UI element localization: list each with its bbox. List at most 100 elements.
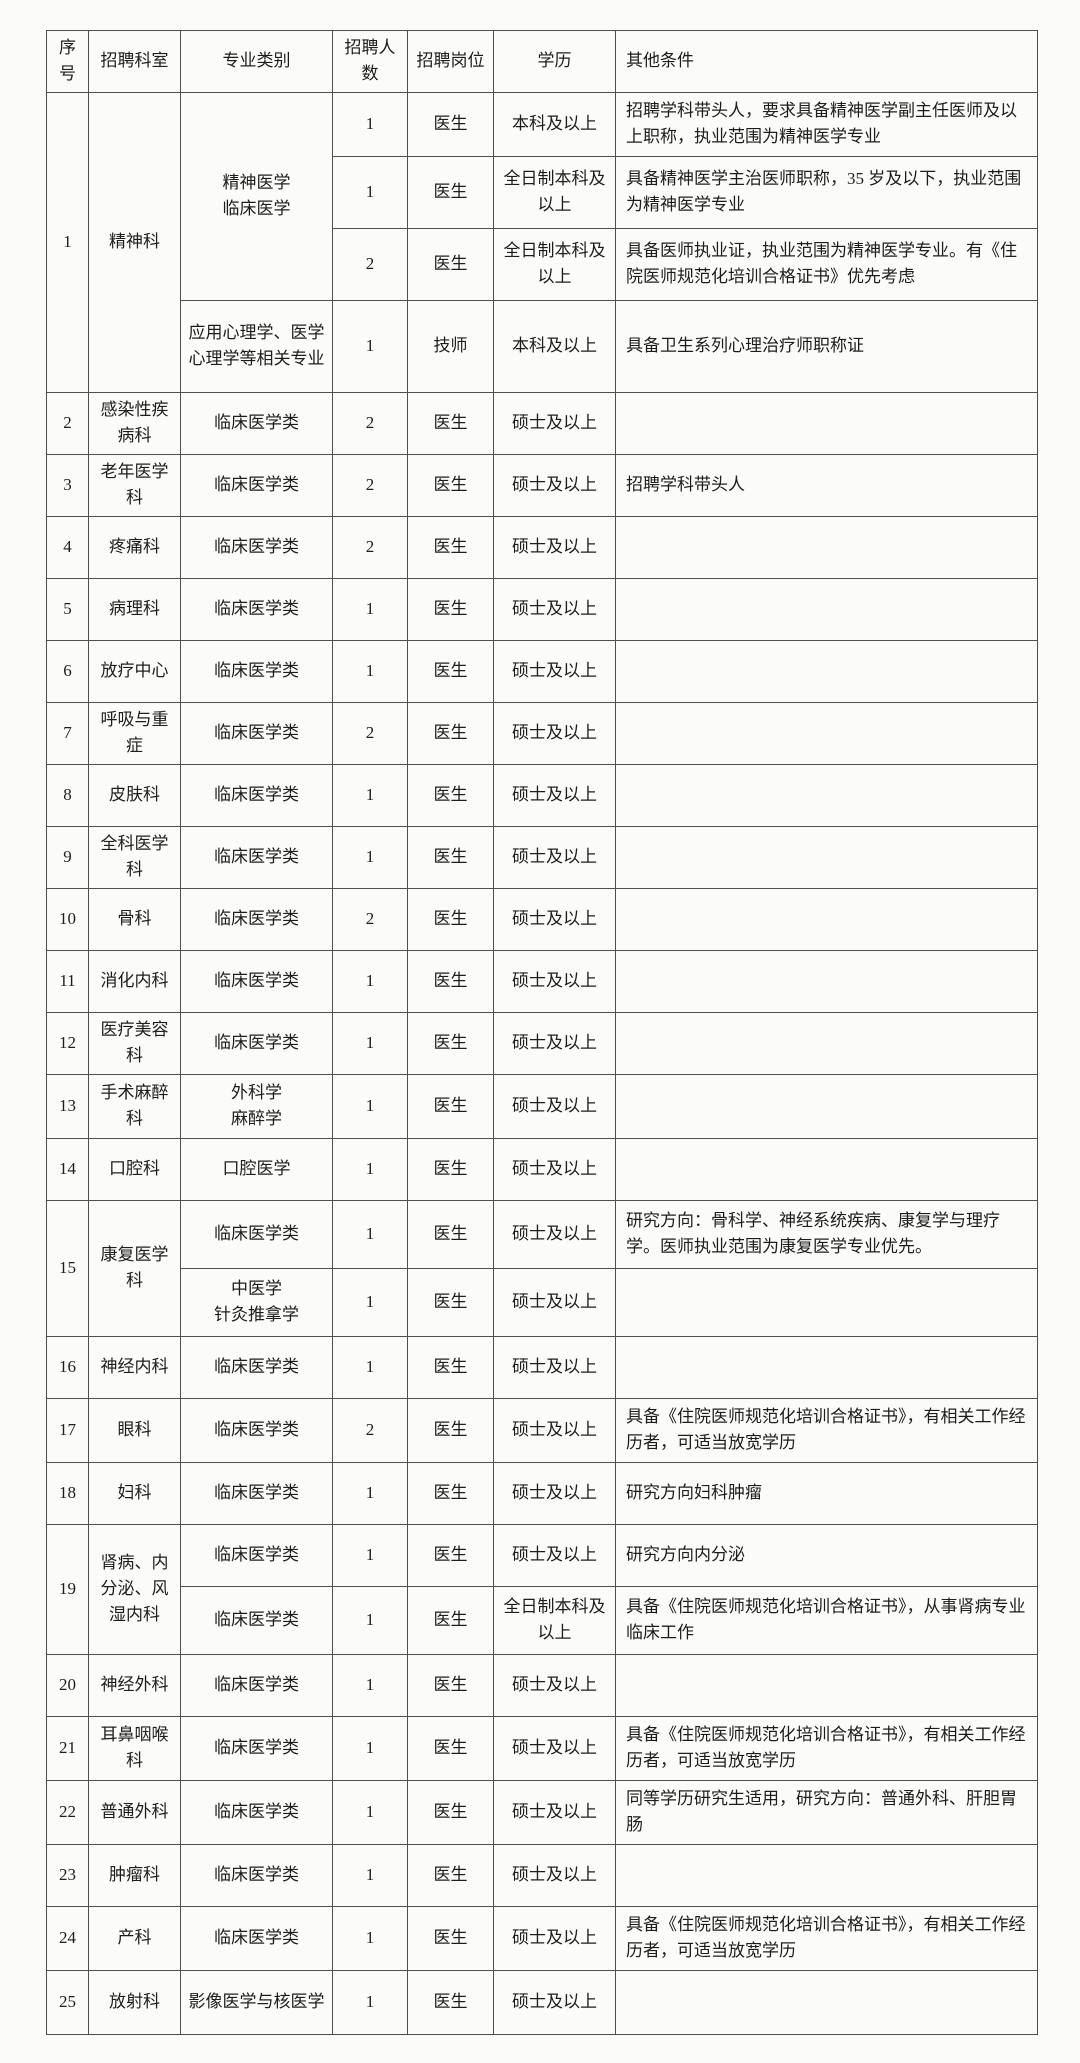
cell-no: 6 xyxy=(46,639,89,703)
cell-no: 18 xyxy=(46,1461,89,1525)
cell-edu: 硕士及以上 xyxy=(493,1137,616,1201)
cell-post: 医生 xyxy=(407,1843,494,1907)
cell-edu: 硕士及以上 xyxy=(493,1267,616,1337)
table-row: 17 眼科 临床医学类 2 医生 硕士及以上 具备《住院医师规范化培训合格证书》… xyxy=(46,1397,1038,1463)
cell-no: 22 xyxy=(46,1779,89,1845)
table-row: 中医学 针灸推拿学 1 医生 硕士及以上 xyxy=(47,1267,1038,1337)
cell-no: 11 xyxy=(46,949,89,1013)
col-header-count: 招聘人数 xyxy=(332,30,408,93)
cell-cond xyxy=(615,577,1038,641)
cell-post: 医生 xyxy=(407,887,494,951)
cell-edu: 硕士及以上 xyxy=(493,453,616,517)
cell-count: 1 xyxy=(332,825,408,889)
cell-cond xyxy=(615,1011,1038,1075)
cell-major: 临床医学类 xyxy=(180,701,333,765)
cell-cond xyxy=(615,1843,1038,1907)
cell-dept: 精神科 xyxy=(88,91,181,393)
table-row: 25 放射科 影像医学与核医学 1 医生 硕士及以上 xyxy=(46,1969,1038,2035)
cell-no: 24 xyxy=(46,1905,89,1971)
cell-edu: 硕士及以上 xyxy=(493,639,616,703)
cell-no: 20 xyxy=(46,1653,89,1717)
cell-count: 2 xyxy=(332,701,408,765)
cell-dept: 耳鼻咽喉科 xyxy=(88,1715,181,1781)
cell-major: 中医学 针灸推拿学 xyxy=(180,1267,333,1337)
table-row: 12 医疗美容科 临床医学类 1 医生 硕士及以上 xyxy=(46,1011,1038,1075)
cell-edu: 硕士及以上 xyxy=(493,763,616,827)
table-row: 9 全科医学科 临床医学类 1 医生 硕士及以上 xyxy=(46,825,1038,889)
cell-count: 2 xyxy=(332,453,408,517)
cell-major: 临床医学类 xyxy=(180,1585,333,1655)
cell-major: 临床医学类 xyxy=(180,763,333,827)
table-row: 1 精神科 精神医学 临床医学 1 医生 本科及以上 招聘学科带头人，要求具备精… xyxy=(46,91,1038,393)
cell-no: 14 xyxy=(46,1137,89,1201)
cell-edu: 硕士及以上 xyxy=(493,1653,616,1717)
table-row: 20 神经外科 临床医学类 1 医生 硕士及以上 xyxy=(46,1653,1038,1717)
table-row: 6 放疗中心 临床医学类 1 医生 硕士及以上 xyxy=(46,639,1038,703)
cell-count: 2 xyxy=(332,391,408,455)
cell-major: 临床医学类 xyxy=(180,1843,333,1907)
cell-no: 3 xyxy=(46,453,89,517)
recruitment-table: 序号 招聘科室 专业类别 招聘人数 招聘岗位 学历 其他条件 1 精神科 精神医… xyxy=(46,30,1038,2035)
cell-count: 1 xyxy=(332,1653,408,1717)
cell-cond xyxy=(615,1137,1038,1201)
col-header-no: 序号 xyxy=(46,30,89,93)
cell-post: 医生 xyxy=(407,1715,494,1781)
cell-cond xyxy=(615,1335,1038,1399)
cell-cond xyxy=(615,639,1038,703)
cell-edu: 硕士及以上 xyxy=(493,1969,616,2035)
cell-count: 2 xyxy=(332,227,408,301)
cell-count: 1 xyxy=(332,1267,408,1337)
cell-post: 医生 xyxy=(407,227,494,301)
cell-post: 医生 xyxy=(407,1969,494,2035)
cell-major: 外科学 麻醉学 xyxy=(180,1073,333,1139)
cell-count: 1 xyxy=(332,763,408,827)
cell-dept: 神经外科 xyxy=(88,1653,181,1717)
cell-post: 医生 xyxy=(407,453,494,517)
table-row: 临床医学类 1 医生 全日制本科及以上 具备《住院医师规范化培训合格证书》，从事… xyxy=(47,1585,1038,1655)
cell-no: 13 xyxy=(46,1073,89,1139)
cell-post: 医生 xyxy=(407,577,494,641)
cell-major: 临床医学类 xyxy=(180,1461,333,1525)
table-row: 10 骨科 临床医学类 2 医生 硕士及以上 xyxy=(46,887,1038,951)
cell-edu: 硕士及以上 xyxy=(493,1461,616,1525)
cell-post: 医生 xyxy=(407,1779,494,1845)
cell-edu: 硕士及以上 xyxy=(493,949,616,1013)
cell-no: 1 xyxy=(46,91,89,393)
table-row: 2 感染性疾病科 临床医学类 2 医生 硕士及以上 xyxy=(46,391,1038,455)
table-row: 16 神经内科 临床医学类 1 医生 硕士及以上 xyxy=(46,1335,1038,1399)
cell-post: 医生 xyxy=(407,1905,494,1971)
cell-major: 临床医学类 xyxy=(180,453,333,517)
cell-cond xyxy=(615,515,1038,579)
table-row: 13 手术麻醉科 外科学 麻醉学 1 医生 硕士及以上 xyxy=(46,1073,1038,1139)
cell-major: 临床医学类 xyxy=(180,1905,333,1971)
cell-no: 12 xyxy=(46,1011,89,1075)
cell-count: 1 xyxy=(332,1905,408,1971)
cell-edu: 硕士及以上 xyxy=(493,1715,616,1781)
col-header-post: 招聘岗位 xyxy=(407,30,494,93)
col-header-dept: 招聘科室 xyxy=(88,30,181,93)
table-row: 4 疼痛科 临床医学类 2 医生 硕士及以上 xyxy=(46,515,1038,579)
cell-post: 医生 xyxy=(407,1653,494,1717)
cell-post: 医生 xyxy=(407,1137,494,1201)
cell-count: 1 xyxy=(332,1843,408,1907)
cell-edu: 硕士及以上 xyxy=(493,1397,616,1463)
cell-post: 医生 xyxy=(407,1585,494,1655)
cell-cond: 招聘学科带头人，要求具备精神医学副主任医师及以上职称，执业范围为精神医学专业 xyxy=(615,91,1038,157)
cell-edu: 全日制本科及以上 xyxy=(493,1585,616,1655)
cell-edu: 硕士及以上 xyxy=(493,887,616,951)
cell-dept: 神经内科 xyxy=(88,1335,181,1399)
cell-cond xyxy=(615,1653,1038,1717)
cell-count: 1 xyxy=(332,91,408,157)
cell-no: 16 xyxy=(46,1335,89,1399)
cell-major: 临床医学类 xyxy=(180,1523,333,1587)
cell-count: 1 xyxy=(332,639,408,703)
cell-major: 精神医学 临床医学 xyxy=(180,91,333,301)
cell-no: 23 xyxy=(46,1843,89,1907)
cell-major: 临床医学类 xyxy=(180,639,333,703)
cell-major: 临床医学类 xyxy=(180,825,333,889)
cell-count: 1 xyxy=(332,1335,408,1399)
cell-post: 医生 xyxy=(407,825,494,889)
cell-post: 医生 xyxy=(407,1267,494,1337)
cell-no: 15 xyxy=(46,1199,89,1337)
cell-major: 临床医学类 xyxy=(180,1779,333,1845)
